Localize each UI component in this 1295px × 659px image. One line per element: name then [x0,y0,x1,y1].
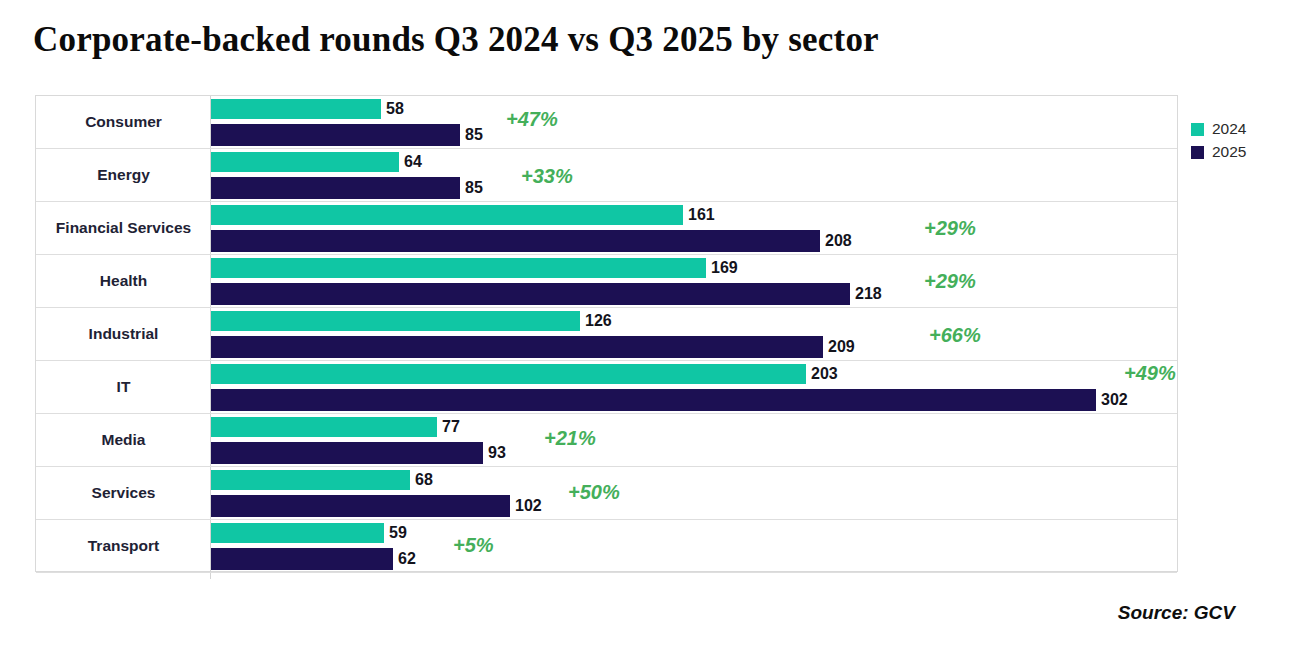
value-label-2024: 203 [811,364,838,384]
category-label: Services [36,467,211,519]
value-label-2024: 126 [585,311,612,331]
category-row: IT 203 302 [36,361,1177,414]
value-label-2024: 169 [711,258,738,278]
category-label: Transport [36,520,211,572]
category-label: IT [36,361,211,413]
bar-2024 [211,258,706,278]
value-label-2025: 102 [515,495,542,517]
bar-2025 [211,124,460,146]
category-row: Financial Services 161 208 [36,202,1177,255]
legend-label-2025: 2025 [1212,144,1246,160]
category-label: Consumer [36,96,211,148]
legend-item-2024: 2024 [1191,121,1246,137]
source-note: Source: GCV [1118,602,1235,624]
value-label-2024: 64 [404,152,422,172]
legend-label-2024: 2024 [1212,121,1246,137]
value-label-2025: 85 [465,177,483,199]
bar-2024 [211,364,806,384]
legend: 2024 2025 [1191,121,1246,167]
pct-change-label: +29% [924,270,976,293]
bar-2024 [211,417,437,437]
value-label-2024: 59 [389,523,407,543]
category-row: Transport 59 62 [36,520,1177,573]
value-label-2025: 85 [465,124,483,146]
legend-swatch-2025-icon [1191,146,1204,159]
bar-2025 [211,548,393,570]
pct-change-label: +5% [453,534,494,557]
category-label: Health [36,255,211,307]
category-label: Energy [36,149,211,201]
pct-change-label: +33% [521,165,573,188]
bar-2024 [211,311,580,331]
value-label-2024: 58 [386,99,404,119]
value-label-2024: 68 [415,470,433,490]
bar-2025 [211,177,460,199]
category-row: Industrial 126 209 [36,308,1177,361]
pct-change-label: +50% [568,481,620,504]
pct-change-label: +29% [924,217,976,240]
category-row: Energy 64 85 [36,149,1177,202]
category-row: Media 77 93 [36,414,1177,467]
bar-2025 [211,336,823,358]
value-label-2025: 208 [825,230,852,252]
pct-change-label: +21% [544,427,596,450]
legend-swatch-2024-icon [1191,123,1204,136]
bar-2024 [211,523,384,543]
bar-2025 [211,283,850,305]
value-label-2025: 62 [398,548,416,570]
pct-change-label: +47% [506,108,558,131]
pct-change-label: +49% [1124,362,1176,385]
category-label: Industrial [36,308,211,360]
legend-item-2025: 2025 [1191,144,1246,160]
bar-2025 [211,389,1096,411]
value-label-2025: 209 [828,336,855,358]
category-row: Consumer 58 85 [36,96,1177,149]
bar-2024 [211,470,410,490]
bar-2025 [211,230,820,252]
bar-2025 [211,495,510,517]
value-label-2025: 218 [855,283,882,305]
bar-2024 [211,205,683,225]
value-label-2025: 302 [1101,389,1128,411]
chart-title: Corporate-backed rounds Q3 2024 vs Q3 20… [33,20,879,60]
value-label-2025: 93 [488,442,506,464]
plot-area: Consumer 58 85 Energy 64 85 Financial Se… [35,95,1178,572]
bar-2024 [211,152,399,172]
bar-2025 [211,442,483,464]
value-label-2024: 77 [442,417,460,437]
value-label-2024: 161 [688,205,715,225]
category-label: Media [36,414,211,466]
pct-change-label: +66% [929,324,981,347]
category-row: Health 169 218 [36,255,1177,308]
bar-2024 [211,99,381,119]
category-label: Financial Services [36,202,211,254]
